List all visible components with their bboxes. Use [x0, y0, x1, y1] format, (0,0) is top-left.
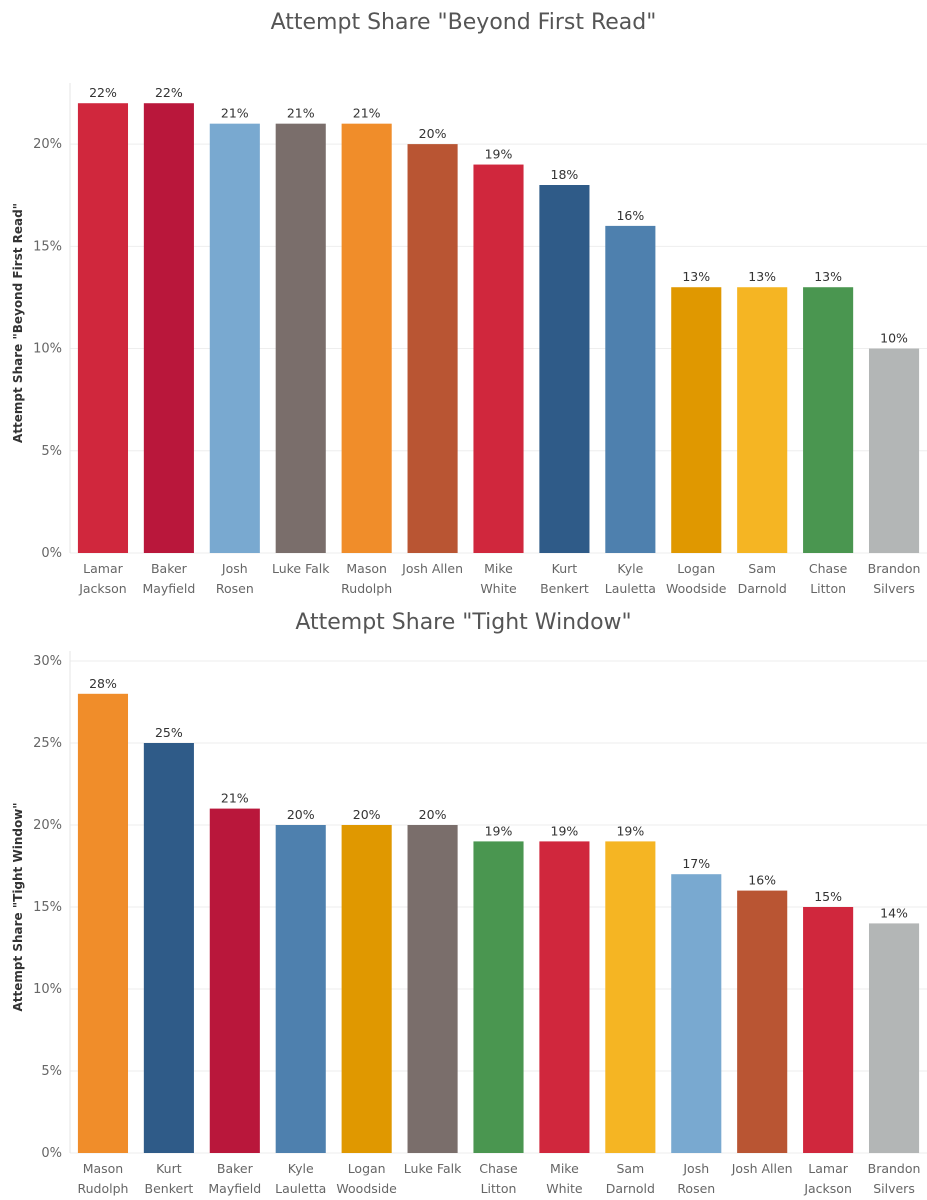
x-category-label: Kyle Lauletta: [275, 1161, 326, 1196]
bar: [539, 185, 590, 553]
bar: [605, 225, 656, 553]
y-tick-label: 0%: [41, 1146, 62, 1161]
bar: [737, 287, 788, 553]
y-tick-label: 5%: [41, 1064, 62, 1079]
bar: [77, 103, 129, 553]
bar-value-label: 22%: [89, 85, 117, 100]
bar: [473, 841, 524, 1153]
x-category-label: Mike White: [480, 561, 517, 596]
chart-title: Attempt Share "Tight Window": [295, 610, 632, 635]
bar-value-label: 13%: [814, 269, 842, 284]
bar: [77, 693, 129, 1153]
x-category-label: Kurt Benkert: [540, 561, 589, 596]
x-category-label: Mason Rudolph: [77, 1161, 128, 1196]
chart-title: Attempt Share "Beyond First Read": [270, 10, 657, 35]
x-category-label: Luke Falk: [272, 561, 330, 576]
y-tick-label: 10%: [33, 982, 62, 997]
y-tick-label: 5%: [41, 444, 62, 459]
bar-chart-svg: 0% 5% 10% 15% 20% Attempt Share "Beyond First…: [11, 83, 927, 596]
bar: [868, 923, 920, 1153]
x-category-label: Baker Mayfield: [142, 561, 195, 596]
x-category-label: Lamar Jackson: [803, 1161, 852, 1196]
bar-value-label: 20%: [287, 807, 315, 822]
bar-value-label: 20%: [419, 807, 447, 822]
bar-value-label: 19%: [551, 823, 579, 838]
bar: [803, 907, 854, 1153]
x-category-label: Kyle Lauletta: [605, 561, 656, 596]
x-category-label: Chase Litton: [809, 561, 848, 596]
bar-value-label: 25%: [155, 725, 183, 740]
bar-value-label: 14%: [880, 905, 908, 920]
y-tick-label: 10%: [33, 342, 62, 357]
bar-value-label: 20%: [419, 126, 447, 141]
x-category-label: Chase Litton: [479, 1161, 518, 1196]
bar-value-label: 16%: [748, 873, 776, 888]
x-category-label: Logan Woodside: [336, 1161, 397, 1196]
x-category-label: Brandon Silvers: [868, 1161, 921, 1196]
bar: [868, 348, 920, 553]
x-category-label: Josh Rosen: [677, 1161, 715, 1196]
bar: [209, 123, 260, 554]
x-category-label: Logan Woodside: [666, 561, 727, 596]
bar-value-label: 21%: [353, 106, 381, 121]
bar-value-label: 19%: [485, 147, 513, 162]
bar-value-label: 17%: [682, 856, 710, 871]
bar-value-label: 15%: [814, 889, 842, 904]
bar-value-label: 13%: [748, 269, 776, 284]
x-category-label: Josh Allen: [731, 1161, 793, 1176]
bar: [605, 841, 656, 1153]
bar-value-label: 13%: [682, 269, 710, 284]
bar-value-label: 19%: [616, 823, 644, 838]
x-category-label: Lamar Jackson: [78, 561, 127, 596]
bar: [737, 890, 788, 1153]
bar: [539, 841, 590, 1153]
bar: [341, 825, 392, 1153]
x-category-label: Sam Darnold: [606, 1161, 655, 1196]
bar: [407, 825, 458, 1153]
x-category-label: Mason Rudolph: [341, 561, 392, 596]
bar: [275, 825, 326, 1153]
bar-value-label: 28%: [89, 676, 117, 691]
bar-value-label: 22%: [155, 85, 183, 100]
bar: [671, 287, 722, 553]
y-tick-label: 15%: [33, 239, 62, 254]
bar: [341, 123, 392, 554]
bar: [671, 874, 722, 1153]
x-category-label: Baker Mayfield: [208, 1161, 261, 1196]
bar-chart-svg: 0% 5% 10% 15% 20% 25% 30% Attempt Share "Tight …: [11, 651, 927, 1196]
bar-value-label: 20%: [353, 807, 381, 822]
bar: [143, 103, 194, 553]
y-tick-label: 25%: [33, 736, 62, 751]
y-tick-label: 15%: [33, 900, 62, 915]
y-tick-label: 0%: [41, 546, 62, 561]
x-category-label: Luke Falk: [404, 1161, 462, 1176]
y-tick-label: 20%: [33, 137, 62, 152]
bar-value-label: 18%: [551, 167, 579, 182]
x-category-label: Brandon Silvers: [868, 561, 921, 596]
bar-value-label: 19%: [485, 823, 513, 838]
bar-value-label: 21%: [287, 106, 315, 121]
bar-value-label: 10%: [880, 331, 908, 346]
bar: [143, 743, 194, 1153]
x-category-label: Josh Rosen: [216, 561, 254, 596]
bar: [275, 123, 326, 554]
x-category-label: Sam Darnold: [738, 561, 787, 596]
x-category-label: Mike White: [546, 1161, 583, 1196]
y-axis-title: Attempt Share "Beyond First Read": [11, 203, 25, 443]
bar: [473, 164, 524, 554]
x-category-label: Kurt Benkert: [145, 1161, 194, 1196]
bar-value-label: 21%: [221, 106, 249, 121]
y-axis-title: Attempt Share "Tight Window": [11, 802, 25, 1011]
bar: [209, 808, 260, 1153]
chart-tight-window: Attempt Share "Tight Window" 0% 5% 10% 15% 2…: [0, 600, 927, 1200]
bar: [407, 144, 458, 553]
bar-value-label: 21%: [221, 791, 249, 806]
y-tick-label: 20%: [33, 818, 62, 833]
bar: [803, 287, 854, 553]
chart-beyond-first-read: Attempt Share "Beyond First Read" 0% 5% 10…: [11, 10, 927, 596]
bar-value-label: 16%: [616, 208, 644, 223]
x-category-label: Josh Allen: [401, 561, 463, 576]
y-tick-label: 30%: [33, 654, 62, 669]
